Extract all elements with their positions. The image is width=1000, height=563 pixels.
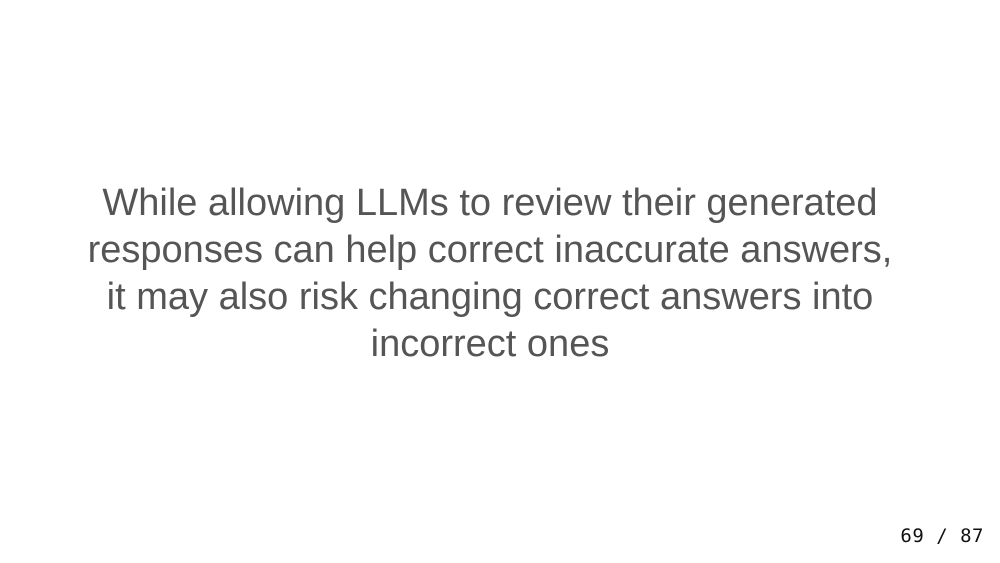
slide-text-line-4: incorrect ones	[370, 323, 610, 365]
slide-text: While allowing LLMs to review their gene…	[50, 180, 930, 368]
slide-body: While allowing LLMs to review their gene…	[0, 180, 1000, 368]
slide-text-line-1: While allowing LLMs to review their gene…	[102, 182, 878, 224]
slide-text-line-3: it may also risk changing correct answer…	[106, 276, 874, 318]
slide-text-line-2: responses can help correct inaccurate an…	[87, 229, 893, 271]
page-counter: 69 / 87	[900, 525, 984, 547]
